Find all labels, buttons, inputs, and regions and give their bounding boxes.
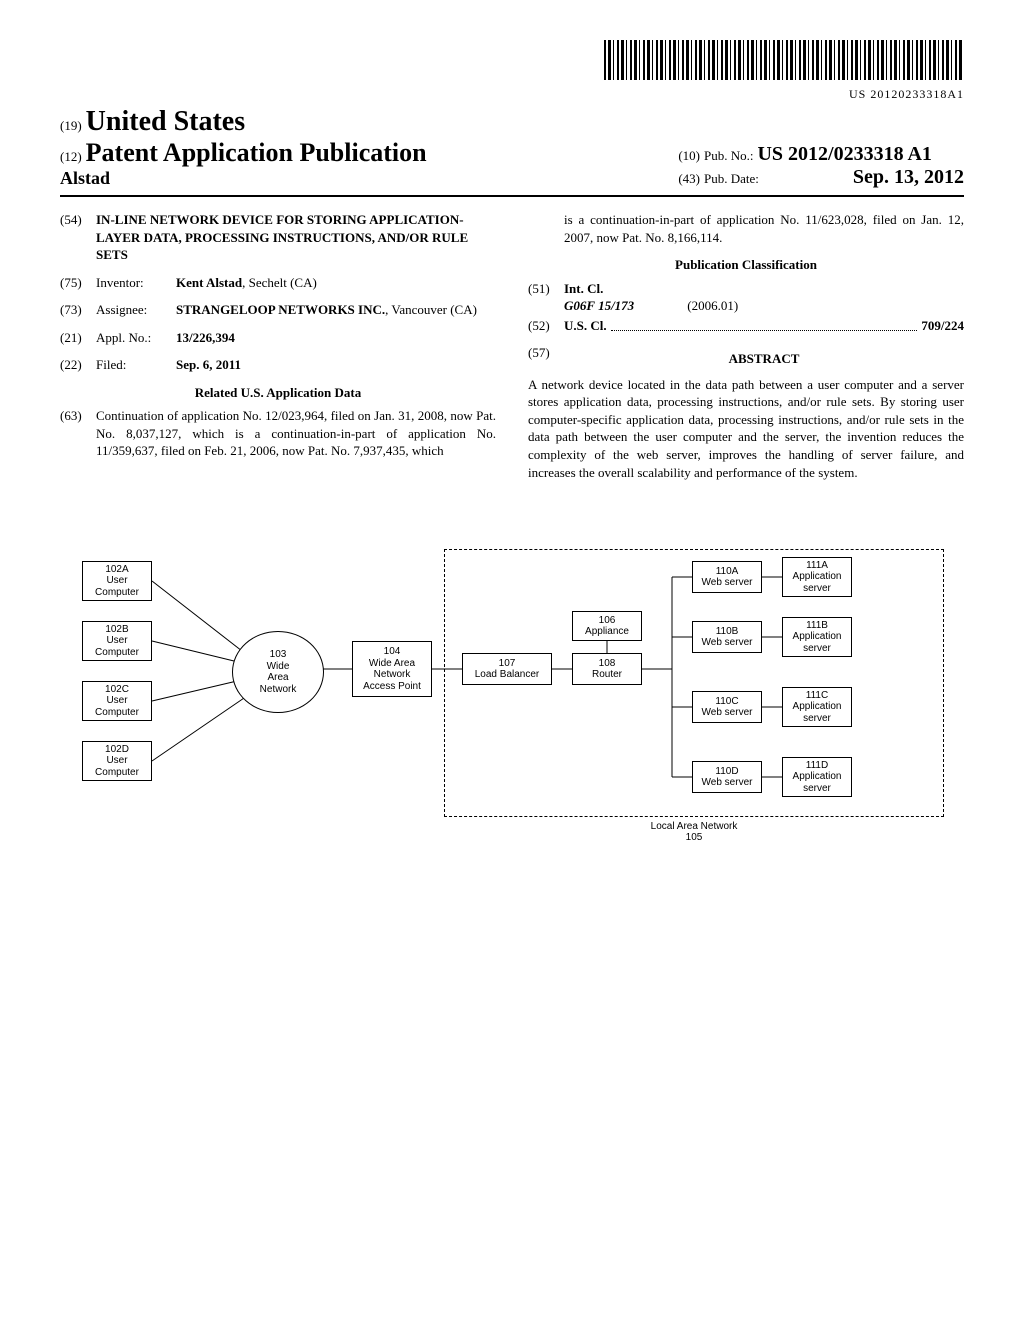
related-app-text: Continuation of application No. 12/023,9…	[96, 407, 496, 460]
author-name: Alstad	[60, 168, 427, 189]
figure-1: 102AUserComputer 102BUserComputer 102CUser…	[60, 541, 964, 861]
field-21-label: Appl. No.:	[96, 329, 176, 347]
diagram-node-u102d: 102DUserComputer	[82, 741, 152, 781]
intcl-label: Int. Cl.	[564, 281, 603, 296]
uscl-dotted-line	[611, 329, 918, 331]
assignee-location: , Vancouver (CA)	[385, 302, 477, 317]
field-54-code: (54)	[60, 211, 96, 264]
diagram-node-router: 108Router	[572, 653, 642, 685]
diagram-node-as_c: 111CApplicationserver	[782, 687, 852, 727]
diagram-node-ws_a: 110AWeb server	[692, 561, 762, 593]
lan-label: Local Area Network105	[614, 821, 774, 843]
field-73-label: Assignee:	[96, 301, 176, 319]
field-75-label: Inventor:	[96, 274, 176, 292]
country-name: United States	[86, 106, 245, 137]
field-75-code: (75)	[60, 274, 96, 292]
intcl-class: G06F 15/173	[564, 298, 634, 313]
pub-type: Patent Application Publication	[86, 138, 427, 167]
classification-header: Publication Classification	[528, 256, 964, 274]
diagram-node-u102b: 102BUserComputer	[82, 621, 152, 661]
pubno-label: Pub. No.:	[704, 148, 753, 163]
uscl-label: U.S. Cl.	[564, 317, 607, 335]
barcode-graphic	[604, 40, 964, 80]
related-app-header: Related U.S. Application Data	[60, 384, 496, 402]
appl-number: 13/226,394	[176, 330, 235, 345]
filed-date: Sep. 6, 2011	[176, 357, 241, 372]
abstract-text: A network device located in the data pat…	[528, 376, 964, 481]
inventor-name: Kent Alstad	[176, 275, 242, 290]
field-52-code: (52)	[528, 317, 564, 335]
barcode-number: US 20120233318A1	[60, 87, 964, 102]
field-22-code: (22)	[60, 356, 96, 374]
header: (19) United States (12) Patent Applicati…	[60, 106, 964, 197]
field-22-label: Filed:	[96, 356, 176, 374]
diagram-node-as_d: 111DApplicationserver	[782, 757, 852, 797]
field-57-code: (57)	[528, 344, 564, 372]
continuation-text: is a continuation-in-part of application…	[564, 211, 964, 246]
diagram-node-u102c: 102CUserComputer	[82, 681, 152, 721]
invention-title: IN-LINE NETWORK DEVICE FOR STORING APPLI…	[96, 211, 496, 264]
bibliographic-columns: (54) IN-LINE NETWORK DEVICE FOR STORING …	[60, 211, 964, 481]
pubno-code: (10)	[678, 148, 700, 163]
pub-number: US 2012/0233318 A1	[757, 143, 931, 165]
left-column: (54) IN-LINE NETWORK DEVICE FOR STORING …	[60, 211, 496, 481]
pubdate-code: (43)	[678, 171, 700, 186]
diagram-node-ap: 104Wide AreaNetworkAccess Point	[352, 641, 432, 697]
country-code: (19)	[60, 118, 82, 133]
diagram-node-as_a: 111AApplicationserver	[782, 557, 852, 597]
field-21-code: (21)	[60, 329, 96, 347]
diagram-node-ws_d: 110DWeb server	[692, 761, 762, 793]
diagram-node-as_b: 111BApplicationserver	[782, 617, 852, 657]
barcode-region: US 20120233318A1	[60, 40, 964, 102]
inventor-location: , Sechelt (CA)	[242, 275, 317, 290]
field-63-code: (63)	[60, 407, 96, 460]
assignee-name: STRANGELOOP NETWORKS INC.	[176, 302, 385, 317]
pub-type-code: (12)	[60, 149, 82, 164]
diagram-node-wan: 103WideAreaNetwork	[232, 631, 324, 713]
field-73-code: (73)	[60, 301, 96, 319]
pubdate-label: Pub. Date:	[704, 171, 759, 186]
field-51-code: (51)	[528, 280, 564, 315]
right-column: is a continuation-in-part of application…	[528, 211, 964, 481]
diagram-node-u102a: 102AUserComputer	[82, 561, 152, 601]
diagram-node-ws_c: 110CWeb server	[692, 691, 762, 723]
uscl-value: 709/224	[921, 317, 964, 335]
diagram-node-appl: 106Appliance	[572, 611, 642, 641]
abstract-header: ABSTRACT	[564, 350, 964, 368]
diagram-node-ws_b: 110BWeb server	[692, 621, 762, 653]
intcl-revision: (2006.01)	[687, 298, 738, 313]
pub-date: Sep. 13, 2012	[853, 166, 964, 188]
diagram-node-lb: 107Load Balancer	[462, 653, 552, 685]
